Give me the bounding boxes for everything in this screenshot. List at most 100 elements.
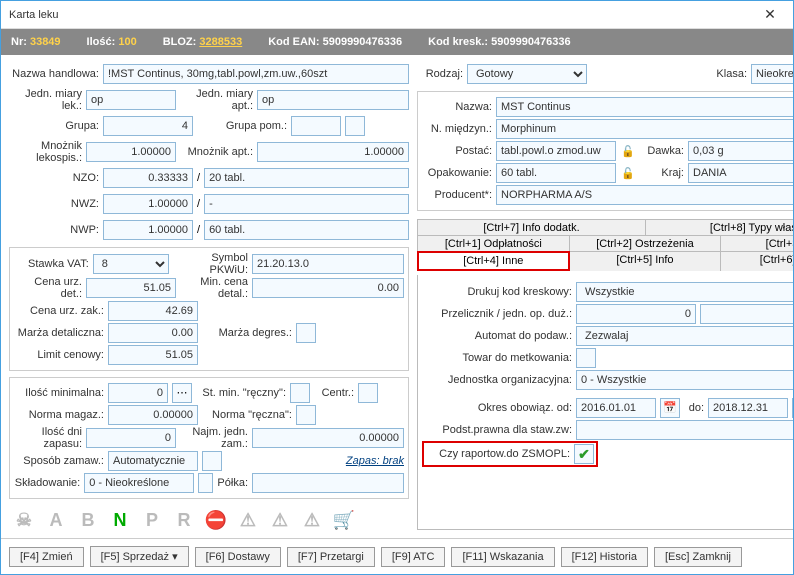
tab-ctrl3[interactable]: [Ctrl+3] Typy — [720, 235, 793, 252]
drukuj-select[interactable]: Wszystkie — [576, 282, 793, 302]
okres-do-cal-icon[interactable]: 📅 — [792, 398, 793, 418]
zapas-link[interactable]: Zapas: brak — [226, 455, 404, 467]
warning-1-icon[interactable]: ⚠ — [235, 507, 261, 533]
norma-mag-input[interactable] — [108, 405, 198, 425]
nwp-input[interactable] — [103, 220, 193, 240]
norma-recz-check[interactable] — [296, 405, 316, 425]
tab-ctrl2[interactable]: [Ctrl+2] Ostrzeżenia — [569, 235, 722, 252]
marza-det-input[interactable] — [108, 323, 198, 343]
podst-label: Podst.prawna dla staw.zw: — [422, 424, 572, 436]
klasa-input[interactable] — [751, 64, 793, 84]
letter-p-icon[interactable]: P — [139, 507, 165, 533]
kraj-input[interactable] — [688, 163, 793, 183]
letter-r-icon[interactable]: R — [171, 507, 197, 533]
nzo-input[interactable] — [103, 168, 193, 188]
grupa-pom-picker[interactable] — [345, 116, 365, 136]
sposob-zam-input[interactable] — [108, 451, 198, 471]
ilosc-dni-input[interactable] — [86, 428, 176, 448]
najm-jedn-input[interactable] — [252, 428, 404, 448]
nzo2-input[interactable] — [204, 168, 409, 188]
dawka-input[interactable] — [688, 141, 793, 161]
stop-icon[interactable]: ⛔ — [203, 507, 229, 533]
skull-icon[interactable]: ☠ — [11, 507, 37, 533]
esc-button[interactable]: [Esc] Zamknij — [654, 547, 742, 567]
sposob-zam-picker[interactable] — [202, 451, 222, 471]
nazwa-input[interactable] — [496, 97, 793, 117]
ilosc-min-picker[interactable]: ⋯ — [172, 383, 192, 403]
tabs-row1: [Ctrl+7] Info dodatk. [Ctrl+8] Typy włas… — [417, 219, 793, 271]
nwz-input[interactable] — [103, 194, 193, 214]
mnoznik-lek-input[interactable] — [86, 142, 176, 162]
f9-button[interactable]: [F9] ATC — [381, 547, 446, 567]
skladowanie-picker[interactable] — [198, 473, 213, 493]
warning-2-icon[interactable]: ⚠ — [267, 507, 293, 533]
producent-input[interactable] — [496, 185, 793, 205]
nazwa-handlowa-input[interactable] — [103, 64, 409, 84]
zsmopl-check[interactable]: ✔ — [574, 444, 594, 464]
automat-label: Automat do podaw.: — [422, 330, 572, 342]
tab-ctrl1[interactable]: [Ctrl+1] Odpłatności — [417, 235, 570, 252]
letter-a-icon[interactable]: A — [43, 507, 69, 533]
cena-zak-input[interactable] — [108, 301, 198, 321]
cart-icon[interactable]: 🛒 — [331, 507, 357, 533]
n-miedzyn-input[interactable] — [496, 119, 793, 139]
okres-do-input[interactable] — [708, 398, 788, 418]
tab-ctrl7[interactable]: [Ctrl+7] Info dodatk. — [417, 219, 646, 236]
grupa-pom-input[interactable] — [291, 116, 341, 136]
cena-zak-label: Cena urz. zak.: — [14, 305, 104, 317]
f11-button[interactable]: [F11] Wskazania — [451, 547, 554, 567]
tab-ctrl8[interactable]: [Ctrl+8] Typy własne — [645, 219, 793, 236]
towar-check[interactable] — [576, 348, 596, 368]
marza-degres-check[interactable] — [296, 323, 316, 343]
nwp2-input[interactable] — [204, 220, 409, 240]
lock-icon-3[interactable]: 🔓 — [620, 165, 636, 181]
zsmopl-label: Czy raportow.do ZSMOPL: — [426, 448, 570, 460]
rodzaj-select[interactable]: Gotowy — [467, 64, 587, 84]
rodzaj-label: Rodzaj: — [417, 68, 463, 80]
lock-icon[interactable]: 🔓 — [620, 143, 636, 159]
grupa-input[interactable] — [103, 116, 193, 136]
skladowanie-label: Składowanie: — [14, 477, 80, 489]
tab-ctrl4[interactable]: [Ctrl+4] Inne — [417, 251, 570, 271]
limit-input[interactable] — [108, 345, 198, 365]
ean-value: 5909990476336 — [323, 36, 403, 48]
bloz-value[interactable]: 3288533 — [199, 36, 242, 48]
tab-ctrl5[interactable]: [Ctrl+5] Info — [569, 251, 722, 271]
cena-det-input[interactable] — [86, 278, 176, 298]
st-min-check[interactable] — [290, 383, 310, 403]
symbol-pkwiu-input[interactable] — [252, 254, 404, 274]
mnoznik-apt-input[interactable] — [257, 142, 409, 162]
close-icon[interactable]: ✕ — [755, 6, 785, 23]
letter-b-icon[interactable]: B — [75, 507, 101, 533]
przelicznik-unit-input[interactable] — [700, 304, 793, 324]
opakowanie-input[interactable] — [496, 163, 616, 183]
ilosc-min-input[interactable] — [108, 383, 168, 403]
postac-input[interactable] — [496, 141, 616, 161]
jedn-org-input[interactable] — [576, 370, 793, 390]
skladowanie-input[interactable] — [84, 473, 194, 493]
okres-od-cal-icon[interactable]: 📅 — [660, 398, 680, 418]
jedn-apt-input[interactable] — [257, 90, 409, 110]
okres-do-label: do: — [684, 402, 704, 414]
nwz2-input[interactable] — [204, 194, 409, 214]
f4-button[interactable]: [F4] Zmień — [9, 547, 84, 567]
automat-select[interactable]: Zezwalaj — [576, 326, 793, 346]
f12-button[interactable]: [F12] Historia — [561, 547, 648, 567]
ean-label: Kod EAN: — [268, 36, 319, 48]
okres-od-input[interactable] — [576, 398, 656, 418]
stawka-vat-select[interactable]: 8 — [93, 254, 169, 274]
f5-button[interactable]: [F5] Sprzedaż ▾ — [90, 546, 189, 567]
polka-input[interactable] — [252, 473, 404, 493]
jedn-lek-input[interactable] — [86, 90, 176, 110]
letter-n-icon[interactable]: N — [107, 507, 133, 533]
min-cena-input[interactable] — [252, 278, 404, 298]
przelicznik-input[interactable] — [576, 304, 696, 324]
podst-input[interactable] — [576, 420, 793, 440]
st-min-label: St. min. "ręczny": — [196, 387, 286, 399]
tab-ctrl6[interactable]: [Ctrl+6] Rabaty — [720, 251, 793, 271]
f7-button[interactable]: [F7] Przetargi — [287, 547, 375, 567]
centr-check[interactable] — [358, 383, 378, 403]
warning-3-icon[interactable]: ⚠ — [299, 507, 325, 533]
f6-button[interactable]: [F6] Dostawy — [195, 547, 281, 567]
symbol-pkwiu-label: Symbol PKWiU: — [173, 252, 248, 276]
